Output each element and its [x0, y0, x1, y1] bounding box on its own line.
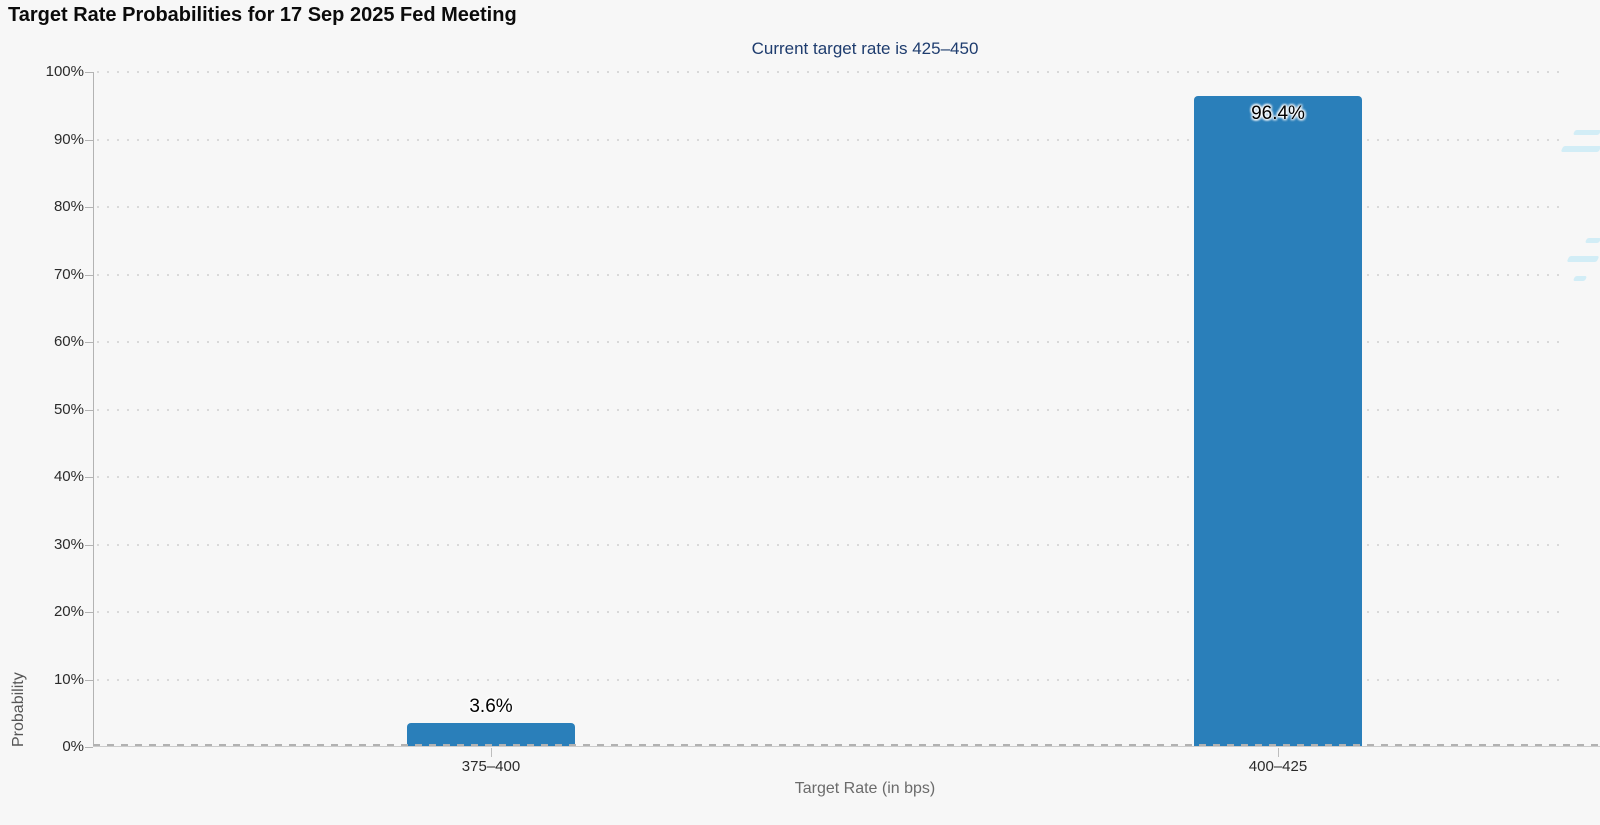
gridline-30: [97, 543, 1560, 546]
y-axis-line: [93, 72, 94, 747]
y-tick-10: [85, 679, 93, 681]
bar-value-label-400–425: 96.4%: [1251, 103, 1305, 124]
watermark-stroke: [1566, 256, 1600, 262]
chart-subtitle: Current target rate is 425–450: [751, 39, 979, 58]
y-tick-label-90: 90%: [53, 130, 84, 148]
y-tick-70: [85, 274, 93, 276]
gridline-70: [97, 273, 1560, 276]
x-axis-line-dashes: [93, 744, 1600, 746]
watermark-stroke: [1572, 276, 1588, 281]
bar-value-label-375–400: 3.6%: [469, 696, 513, 717]
gridline-40: [97, 476, 1560, 478]
x-axis-line: [93, 746, 1600, 747]
gridline-100: [97, 71, 1560, 73]
gridline-80: [97, 206, 1560, 208]
y-tick-40: [85, 477, 93, 478]
y-tick-label-80: 80%: [53, 198, 84, 215]
y-tick-label-60: 60%: [53, 333, 84, 350]
y-tick-label-100: 100%: [45, 63, 84, 80]
gridline-60: [97, 341, 1560, 343]
y-tick-20: [85, 612, 93, 613]
watermark-fragment: [1554, 118, 1600, 318]
x-tick-label-375–400: 375–400: [461, 758, 521, 775]
y-tick-90: [85, 139, 93, 141]
y-tick-label-0: 0%: [62, 738, 84, 755]
y-tick-label-10: 10%: [53, 670, 84, 688]
y-tick-label-20: 20%: [53, 603, 84, 620]
gridline-20: [97, 611, 1560, 613]
chart-title: Target Rate Probabilities for 17 Sep 202…: [8, 4, 517, 26]
y-tick-label-70: 70%: [53, 265, 84, 283]
x-tick-label-400–425: 400–425: [1248, 758, 1308, 775]
x-axis-title: Target Rate (in bps): [794, 780, 936, 797]
y-tick-100: [85, 72, 93, 73]
bar-375–400[interactable]: [407, 723, 575, 747]
y-tick-label-50: 50%: [53, 400, 84, 418]
gridline-10: [97, 678, 1560, 681]
y-tick-30: [85, 544, 93, 546]
watermark-stroke: [1572, 130, 1600, 135]
y-tick-label-30: 30%: [53, 535, 84, 553]
x-tick-400–425: [1278, 748, 1279, 757]
watermark-stroke: [1584, 238, 1600, 243]
gridline-50: [97, 408, 1560, 411]
y-tick-50: [85, 409, 93, 411]
gridline-90: [97, 138, 1560, 141]
y-tick-0: [85, 747, 93, 748]
y-tick-60: [85, 342, 93, 343]
bar-400–425[interactable]: [1194, 96, 1362, 747]
y-tick-label-40: 40%: [53, 468, 84, 485]
watermark-stroke: [1560, 146, 1600, 152]
x-tick-375–400: [491, 748, 492, 757]
y-tick-80: [85, 207, 93, 208]
